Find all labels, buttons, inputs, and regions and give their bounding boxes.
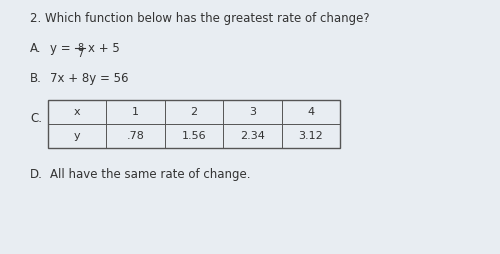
Text: A.: A. [30, 42, 42, 55]
Text: .78: .78 [126, 131, 144, 141]
Text: 7: 7 [77, 49, 83, 59]
Text: x: x [74, 107, 80, 117]
Text: 4: 4 [307, 107, 314, 117]
Text: D.: D. [30, 168, 43, 181]
Text: 1.56: 1.56 [182, 131, 206, 141]
Text: B.: B. [30, 72, 42, 85]
Text: 3: 3 [249, 107, 256, 117]
Text: 2. Which function below has the greatest rate of change?: 2. Which function below has the greatest… [30, 12, 370, 25]
Text: y: y [74, 131, 80, 141]
Text: y =: y = [50, 42, 74, 55]
Text: 1: 1 [132, 107, 139, 117]
Text: 2: 2 [190, 107, 198, 117]
Text: All have the same rate of change.: All have the same rate of change. [50, 168, 250, 181]
Text: C.: C. [30, 112, 42, 124]
Text: 8: 8 [77, 43, 83, 53]
Text: 3.12: 3.12 [298, 131, 323, 141]
Text: 2.34: 2.34 [240, 131, 265, 141]
Text: 7x + 8y = 56: 7x + 8y = 56 [50, 72, 128, 85]
Bar [48, 100, 340, 148]
Text: x + 5: x + 5 [88, 42, 120, 55]
